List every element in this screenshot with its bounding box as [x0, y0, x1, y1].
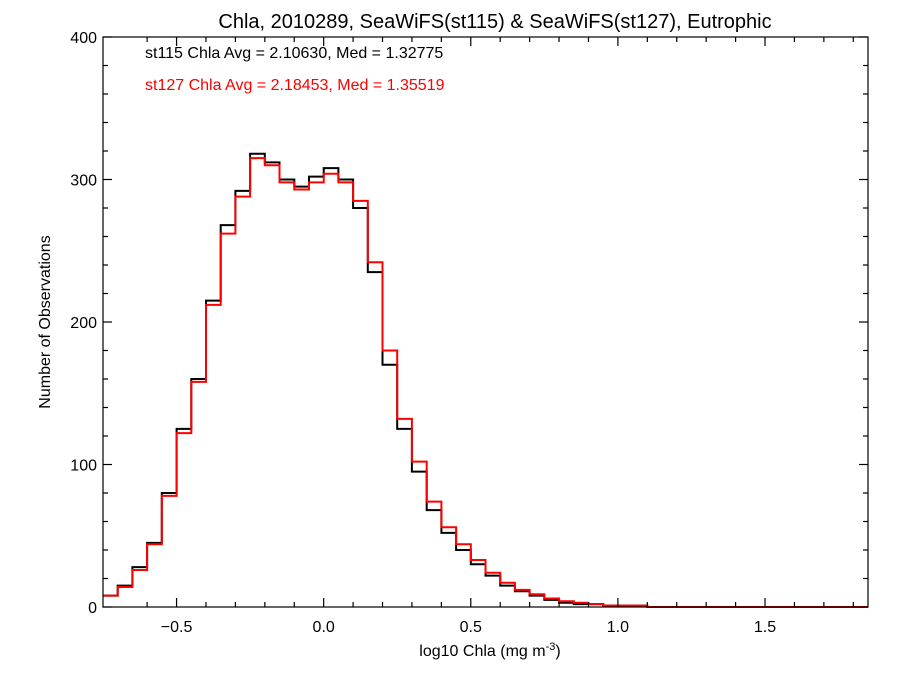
- y-tick-label-2: 200: [70, 315, 97, 332]
- plot-frame: [102, 36, 869, 608]
- x-axis-label-main: log10 Chla (mg m: [419, 643, 545, 660]
- histogram-series-0: [103, 152, 868, 608]
- y-tick-label-0: 0: [88, 600, 97, 617]
- histogram-series-1: [103, 157, 868, 608]
- y-tick-label-1: 100: [70, 458, 97, 475]
- annotation-st115: st115 Chla Avg = 2.10630, Med = 1.32775: [145, 45, 443, 62]
- x-axis-label-sup: -3: [546, 641, 556, 653]
- x-tick-label-1: 0.0: [313, 619, 335, 636]
- y-tick-label-4: 400: [70, 30, 97, 47]
- annotation-st127: st127 Chla Avg = 2.18453, Med = 1.35519: [145, 77, 445, 94]
- y-axis-label: Number of Observations: [37, 235, 54, 408]
- x-tick-label-2: 0.5: [460, 619, 482, 636]
- chart-title: Chla, 2010289, SeaWiFS(st115) & SeaWiFS(…: [218, 11, 771, 33]
- x-tick-label-4: 1.5: [754, 619, 776, 636]
- x-tick-label-0: −0.5: [161, 619, 193, 636]
- x-axis-label: log10 Chla (mg m-3): [419, 641, 560, 660]
- ticks-layer: −0.5 0.0 0.5 1.0 1.5 0 100 200 300 400: [70, 30, 868, 636]
- y-tick-label-3: 300: [70, 173, 97, 190]
- x-axis-label-close: ): [555, 643, 560, 660]
- x-tick-label-3: 1.0: [607, 619, 629, 636]
- series-layer: [103, 152, 868, 608]
